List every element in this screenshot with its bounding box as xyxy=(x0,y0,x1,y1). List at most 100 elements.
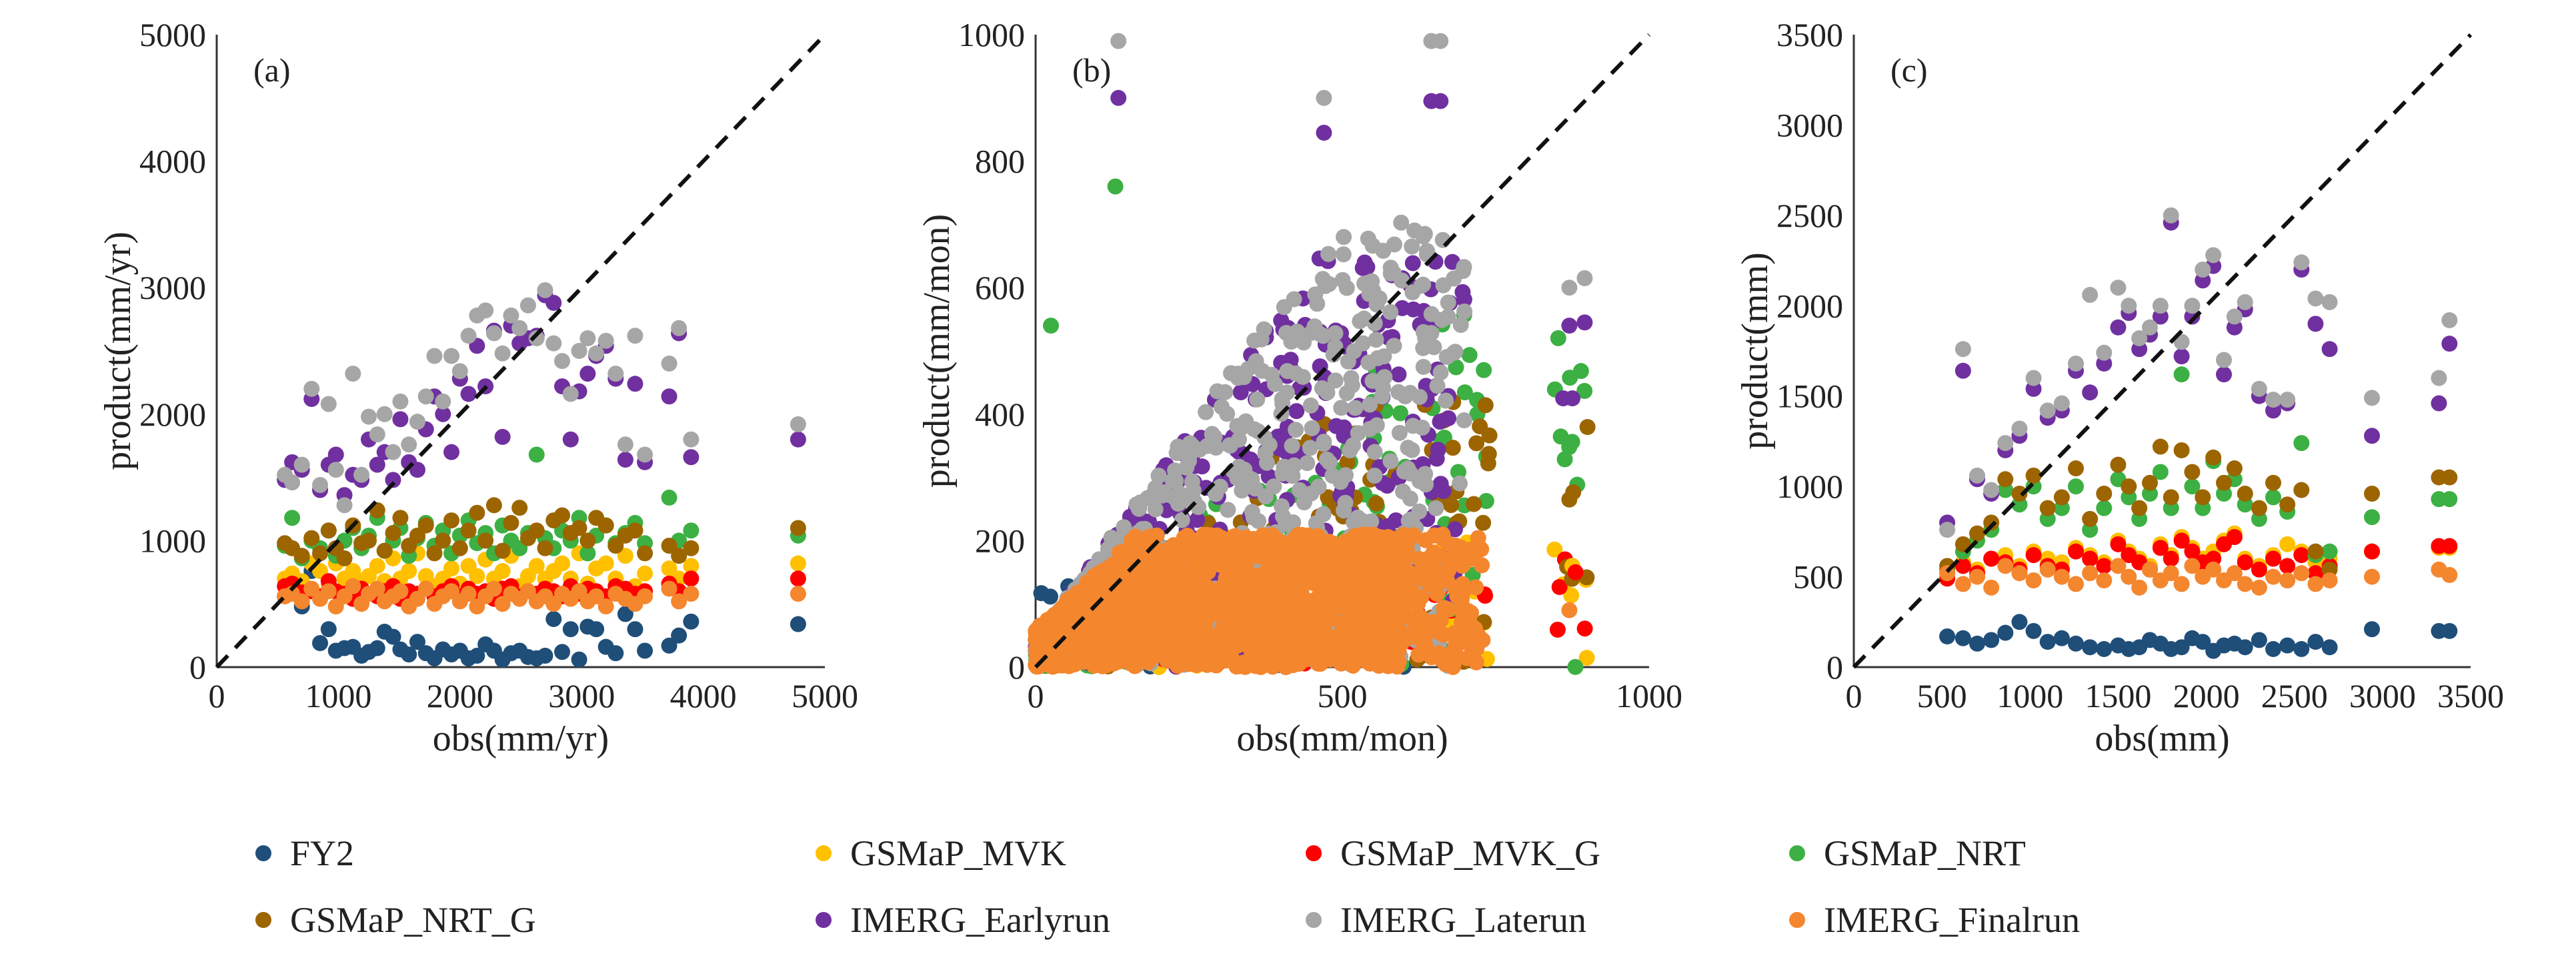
legend-item: GSMaP_NRT_G xyxy=(255,900,536,940)
point xyxy=(637,642,654,659)
point xyxy=(1480,446,1497,462)
point xyxy=(451,540,468,556)
point xyxy=(554,507,571,524)
point xyxy=(562,431,579,448)
point xyxy=(2096,558,2113,574)
y-tick-label: 200 xyxy=(975,522,1025,559)
data-points xyxy=(1028,33,1596,675)
point xyxy=(2226,460,2243,477)
point xyxy=(2121,478,2137,495)
legend-label: IMERG_Earlyrun xyxy=(850,900,1110,940)
point xyxy=(2431,395,2447,412)
point xyxy=(1182,561,1199,578)
point xyxy=(2131,330,2148,347)
point xyxy=(1286,291,1302,308)
point xyxy=(1196,565,1212,582)
point xyxy=(1404,238,1420,255)
point xyxy=(451,363,468,380)
point xyxy=(361,408,377,425)
point xyxy=(369,640,385,656)
point xyxy=(2068,576,2084,592)
point xyxy=(1060,658,1077,674)
y-tick-label: 800 xyxy=(975,143,1025,180)
point xyxy=(1279,363,1296,380)
point xyxy=(1218,570,1234,586)
point xyxy=(2173,442,2190,458)
point xyxy=(511,320,528,336)
point xyxy=(1350,509,1366,526)
point xyxy=(1227,529,1244,546)
point xyxy=(1356,276,1373,292)
point xyxy=(1336,502,1352,519)
legend-marker xyxy=(1306,845,1322,861)
legend: FY2 GSMaP_MVK GSMaP_MVK_G GSMaP_NRT GSMaP_NR… xyxy=(255,833,2080,940)
point xyxy=(369,426,385,443)
point xyxy=(1468,579,1484,596)
point xyxy=(460,522,477,539)
point xyxy=(353,466,370,483)
point xyxy=(2025,572,2042,588)
x-axis-label: obs(mm) xyxy=(2095,718,2229,759)
point xyxy=(1561,491,1578,508)
point xyxy=(1135,602,1152,618)
point xyxy=(588,621,605,638)
point xyxy=(460,328,477,344)
point xyxy=(1382,453,1399,470)
point xyxy=(1997,435,2014,452)
point xyxy=(2195,262,2211,278)
point xyxy=(1340,631,1356,648)
point xyxy=(1049,657,1066,674)
point xyxy=(417,580,434,597)
point xyxy=(637,446,654,463)
point xyxy=(336,550,353,566)
point xyxy=(1232,384,1249,401)
legend-item: GSMaP_MVK_G xyxy=(1306,833,1600,873)
point xyxy=(607,537,624,554)
point xyxy=(1390,654,1407,670)
point xyxy=(2441,622,2458,639)
point xyxy=(2307,634,2324,650)
point xyxy=(1274,626,1291,642)
point xyxy=(401,562,417,579)
point xyxy=(1084,589,1100,606)
point xyxy=(1122,655,1138,672)
point xyxy=(1236,461,1253,478)
panel-label: (c) xyxy=(1890,51,1928,89)
point xyxy=(2096,640,2113,657)
point xyxy=(1132,494,1148,511)
point xyxy=(1223,365,1240,382)
point xyxy=(1969,635,1985,652)
point xyxy=(443,348,460,364)
point xyxy=(435,393,451,410)
legend-label: GSMaP_NRT_G xyxy=(290,900,536,940)
x-tick-label: 1000 xyxy=(1616,677,1682,714)
point xyxy=(519,297,536,314)
point xyxy=(1207,554,1224,571)
point xyxy=(1390,384,1407,400)
point xyxy=(2237,294,2253,310)
point xyxy=(361,532,377,549)
point xyxy=(627,522,643,539)
point xyxy=(528,446,545,463)
legend-item: IMERG_Earlyrun xyxy=(816,900,1110,940)
point xyxy=(2293,640,2310,657)
point xyxy=(2082,550,2099,567)
point xyxy=(1561,318,1578,334)
point xyxy=(1322,598,1339,615)
point xyxy=(790,416,806,432)
point xyxy=(1324,546,1340,562)
point xyxy=(511,500,528,516)
point xyxy=(2184,543,2201,560)
point xyxy=(401,436,417,453)
point xyxy=(1470,530,1486,546)
point xyxy=(1366,467,1383,484)
point xyxy=(2441,336,2458,352)
point xyxy=(369,456,385,473)
point xyxy=(545,294,562,311)
point xyxy=(2441,312,2458,328)
point xyxy=(1440,410,1457,426)
point xyxy=(1478,492,1494,509)
point xyxy=(1417,466,1434,482)
point xyxy=(320,522,337,539)
point xyxy=(392,393,409,410)
